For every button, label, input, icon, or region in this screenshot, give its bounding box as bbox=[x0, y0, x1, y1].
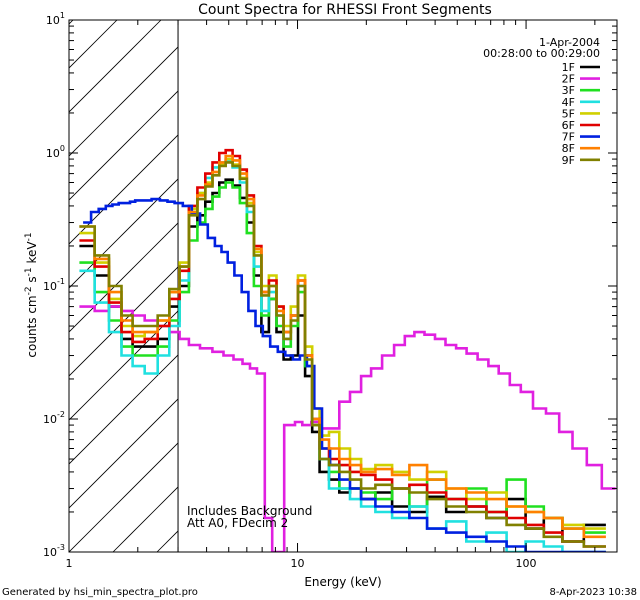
y-tick-label: 10-1 bbox=[43, 277, 65, 293]
y-tick-label: 100 bbox=[46, 144, 65, 160]
legend-label-8F: 8F bbox=[562, 142, 575, 155]
footer-generated-by: Generated by hsi_min_spectra_plot.pro bbox=[2, 587, 198, 598]
hatch-line bbox=[333, 20, 640, 552]
y-tick-base: 10 bbox=[43, 413, 57, 426]
y-tick-label: 10-3 bbox=[43, 543, 65, 559]
hatch-line bbox=[69, 354, 179, 465]
hatch-line bbox=[597, 20, 640, 552]
hatch-line bbox=[69, 442, 179, 552]
y-tick-exp: -2 bbox=[57, 410, 65, 419]
hatch-line bbox=[69, 90, 179, 201]
legend-label-7F: 7F bbox=[562, 131, 575, 144]
series-line-9F bbox=[79, 161, 606, 548]
hatch-line bbox=[69, 20, 118, 69]
axis-ticks bbox=[68, 20, 617, 553]
y-axis-label-exp3: -1 bbox=[24, 232, 34, 241]
y-tick-base: 10 bbox=[43, 280, 57, 293]
chart-title: Count Spectra for RHESSI Front Segments bbox=[198, 2, 492, 18]
y-tick-label: 101 bbox=[46, 11, 65, 27]
annotation-background: Includes Background bbox=[187, 504, 312, 518]
footer-timestamp: 8-Apr-2023 10:38 bbox=[550, 587, 637, 598]
legend-label-2F: 2F bbox=[562, 73, 575, 86]
legend-label-6F: 6F bbox=[562, 119, 575, 132]
x-tick-label: 1 bbox=[66, 557, 73, 570]
hatch-line bbox=[421, 20, 640, 552]
legend-date: 1-Apr-2004 bbox=[539, 36, 600, 49]
annotation-attenuator: Att A0, FDecim 2 bbox=[187, 516, 288, 530]
y-tick-exp: -1 bbox=[57, 277, 65, 286]
legend-label-4F: 4F bbox=[562, 96, 575, 109]
x-tick-label: 10 bbox=[291, 557, 305, 570]
y-tick-exp: 0 bbox=[60, 144, 65, 153]
hatch-line bbox=[69, 20, 162, 113]
series-line-7F bbox=[83, 197, 606, 552]
y-axis-label-exp1: -2 bbox=[24, 286, 34, 295]
series-layer bbox=[79, 148, 616, 552]
x-tick-labels: 1 10 100 bbox=[66, 557, 537, 570]
legend-label-9F: 9F bbox=[562, 154, 575, 167]
y-axis-label-exp2: -1 bbox=[24, 267, 34, 276]
x-axis-label: Energy (keV) bbox=[304, 575, 381, 589]
hatch-line bbox=[69, 398, 179, 509]
legend: 1-Apr-2004 00:28:00 to 00:29:00 1F2F3F4F… bbox=[483, 36, 600, 167]
legend-label-3F: 3F bbox=[562, 84, 575, 97]
y-tick-base: 10 bbox=[43, 546, 57, 559]
legend-time-range: 00:28:00 to 00:29:00 bbox=[483, 47, 600, 60]
y-axis-label-mid: s bbox=[25, 276, 39, 286]
y-tick-base: 10 bbox=[46, 14, 60, 27]
y-tick-exp: -3 bbox=[57, 543, 65, 552]
y-tick-label: 10-2 bbox=[43, 410, 65, 426]
y-axis-label: counts cm-2 s-1 keV-1 bbox=[24, 232, 39, 357]
y-tick-base: 10 bbox=[46, 147, 60, 160]
y-axis-label-base: counts cm bbox=[25, 295, 39, 357]
series-line-2F bbox=[79, 305, 616, 552]
hatch-line bbox=[69, 266, 179, 377]
hatch-line bbox=[69, 46, 179, 157]
y-tick-exp: 1 bbox=[60, 11, 65, 20]
x-tick-label: 100 bbox=[516, 557, 537, 570]
legend-label-5F: 5F bbox=[562, 107, 575, 120]
legend-label-1F: 1F bbox=[562, 61, 575, 74]
y-axis-label-mid2: keV bbox=[25, 241, 39, 268]
